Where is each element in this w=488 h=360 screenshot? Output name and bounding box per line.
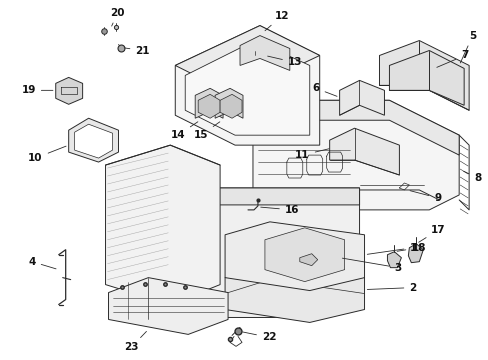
Polygon shape — [252, 100, 458, 155]
Polygon shape — [215, 88, 243, 118]
Text: 2: 2 — [366, 283, 416, 293]
Text: 9: 9 — [409, 191, 441, 203]
Polygon shape — [264, 228, 344, 282]
Polygon shape — [175, 26, 319, 145]
Text: 3: 3 — [342, 258, 401, 273]
Polygon shape — [198, 94, 220, 118]
Text: 4: 4 — [28, 257, 56, 269]
Text: 21: 21 — [124, 45, 150, 55]
Polygon shape — [379, 41, 468, 110]
Polygon shape — [170, 188, 359, 318]
Polygon shape — [339, 80, 384, 115]
Polygon shape — [75, 124, 112, 158]
Text: 11: 11 — [295, 149, 328, 160]
Polygon shape — [407, 244, 423, 263]
Text: 10: 10 — [28, 146, 66, 163]
Polygon shape — [329, 128, 399, 175]
Text: 14: 14 — [170, 122, 198, 140]
Polygon shape — [252, 100, 458, 210]
Text: 23: 23 — [123, 332, 146, 352]
Text: 7: 7 — [436, 50, 468, 67]
Polygon shape — [185, 41, 309, 135]
Polygon shape — [68, 118, 118, 162]
Text: 16: 16 — [260, 205, 299, 215]
Text: 5: 5 — [459, 31, 475, 63]
Polygon shape — [299, 254, 317, 266]
Polygon shape — [386, 252, 401, 268]
Polygon shape — [175, 26, 319, 95]
Text: 8: 8 — [463, 171, 480, 183]
Text: 20: 20 — [110, 8, 125, 26]
Polygon shape — [105, 145, 220, 305]
Polygon shape — [224, 222, 364, 291]
Polygon shape — [220, 94, 242, 118]
Text: 17: 17 — [418, 225, 445, 242]
Text: 12: 12 — [264, 11, 289, 31]
Text: 19: 19 — [21, 85, 53, 95]
Text: 6: 6 — [312, 84, 336, 96]
Polygon shape — [388, 50, 463, 105]
Text: 18: 18 — [396, 243, 425, 253]
Text: 13: 13 — [267, 56, 302, 67]
Text: 1: 1 — [366, 243, 416, 254]
Polygon shape — [224, 265, 364, 323]
Polygon shape — [195, 88, 223, 118]
Polygon shape — [170, 188, 359, 220]
Text: 15: 15 — [193, 122, 220, 140]
Polygon shape — [56, 77, 82, 104]
Polygon shape — [108, 278, 227, 334]
Text: 22: 22 — [242, 332, 276, 342]
Polygon shape — [240, 36, 289, 71]
